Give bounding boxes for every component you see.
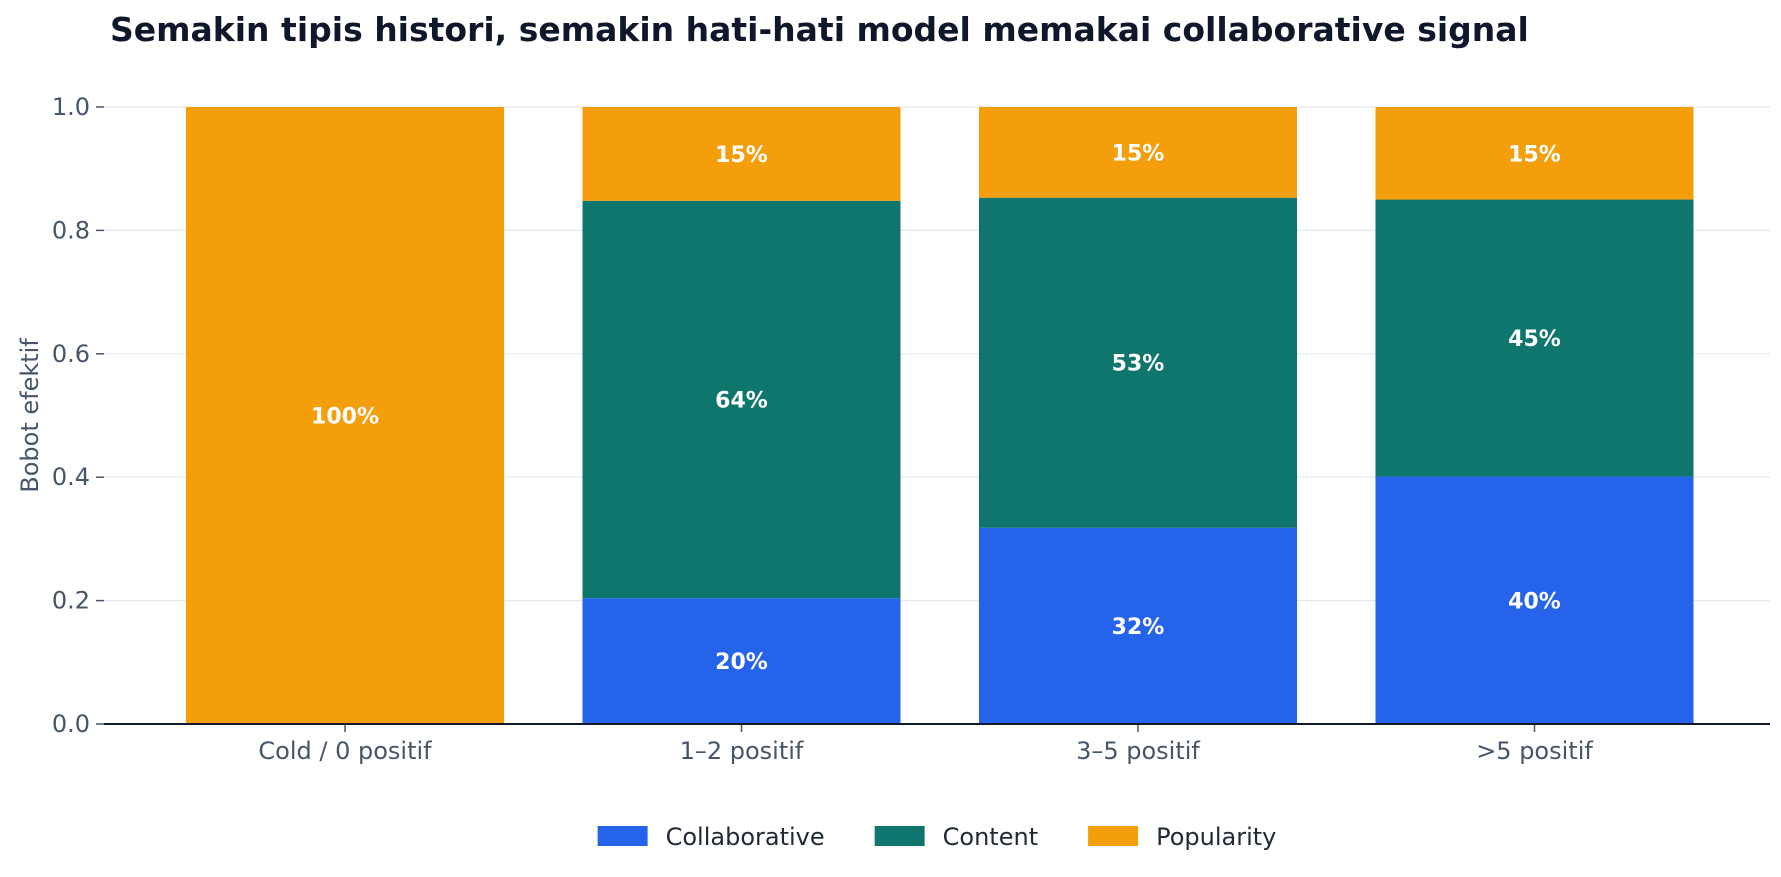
x-tick-label: 3–5 positif [1076,737,1200,765]
y-tick-label: 0.6 [52,340,90,368]
data-label: 20% [715,650,768,675]
chart-title: Semakin tipis histori, semakin hati-hati… [110,10,1529,49]
legend-item-content: Content [874,823,1038,851]
legend-swatch [1088,826,1139,846]
y-tick-label: 0.0 [52,710,90,738]
legend-swatch [597,826,648,846]
bar-popularity-2 [979,107,1297,198]
x-tick-label: >5 positif [1476,737,1593,765]
legend-item-popularity: Popularity [1088,823,1276,851]
bars [186,107,1694,724]
y-tick-label: 0.2 [52,587,90,615]
bar-collaborative-2 [979,527,1297,724]
y-axis-title: Bobot efektif [16,338,44,493]
axes: 0.0 0.2 0.4 0.6 0.8 1.0 Bobot efektif Cold / 0 … [16,93,1770,765]
x-tick-label: Cold / 0 positif [258,737,432,765]
data-label: 53% [1112,352,1165,377]
data-label: 40% [1508,589,1561,614]
data-label: 15% [1112,141,1165,166]
legend: Collaborative Content Popularity [597,823,1276,851]
bar-content-2 [979,197,1297,528]
bar-labels: 100% 20% 64% 15% 32% 53% 15% 40% 45% 15% [311,141,1561,675]
bar-content-3 [1375,199,1694,477]
y-tick-label: 0.8 [52,216,90,244]
y-tick-label: 0.4 [52,463,90,491]
data-label: 15% [715,143,768,168]
bar-popularity-0 [186,107,504,724]
legend-label: Collaborative [666,823,825,851]
legend-label: Popularity [1156,823,1276,851]
legend-label: Content [943,823,1038,851]
bar-popularity-1 [582,107,901,201]
data-label: 45% [1508,327,1561,352]
x-tick-label: 1–2 positif [680,737,804,765]
legend-swatch [874,826,925,846]
bar-collaborative-1 [582,598,901,724]
bar-collaborative-3 [1375,476,1694,724]
data-label: 32% [1112,615,1165,640]
data-label: 15% [1508,142,1561,167]
data-label: 64% [715,388,768,413]
y-tick-label: 1.0 [52,93,90,121]
bar-popularity-3 [1375,107,1694,200]
bar-content-1 [582,200,901,599]
legend-item-collaborative: Collaborative [597,823,825,851]
data-label: 100% [311,405,379,430]
